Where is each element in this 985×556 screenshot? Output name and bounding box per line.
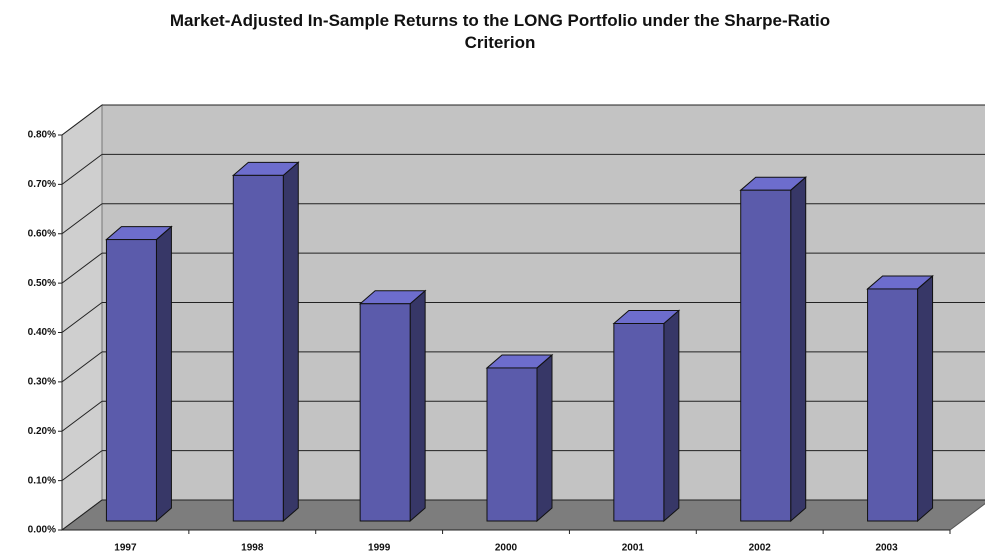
grid-line (61, 302, 103, 333)
grid-line (61, 400, 103, 432)
y-tick-label: 0.40% (28, 327, 56, 338)
x-tick-label: 2002 (749, 543, 772, 554)
y-tick-label: 0.80% (28, 130, 56, 141)
bar (232, 174, 284, 522)
x-tick-label: 1999 (368, 543, 391, 554)
grid-line (61, 450, 103, 482)
bar (105, 239, 157, 522)
title-line: Criterion (465, 33, 536, 52)
y-tick-label: 0.60% (28, 228, 56, 239)
bar-side (282, 161, 299, 523)
bar (486, 367, 538, 522)
x-tick-label: 2001 (622, 543, 645, 554)
bar (359, 303, 411, 522)
x-tick-label: 2000 (495, 543, 518, 554)
bar-side (536, 353, 553, 523)
y-tick-label: 0.00% (28, 525, 56, 536)
x-tick-label: 1997 (114, 543, 137, 554)
bar-side (155, 225, 172, 523)
y-tick-label: 0.10% (28, 475, 56, 486)
title-line: Market-Adjusted In-Sample Returns to the… (170, 11, 830, 30)
bar-side (663, 309, 680, 523)
bar-side (917, 274, 934, 523)
bar-side (409, 289, 426, 523)
grid-line (61, 203, 103, 235)
chart-title: Market-Adjusted In-Sample Returns to the… (170, 11, 830, 52)
bar (740, 189, 792, 522)
grid-line (61, 499, 103, 531)
grid-line (61, 153, 103, 185)
x-tick-label: 2003 (875, 543, 898, 554)
bar (613, 323, 665, 522)
bar-side (790, 176, 807, 523)
bar (867, 288, 919, 522)
x-tick-label: 1998 (241, 543, 264, 554)
y-tick-label: 0.20% (28, 426, 56, 437)
y-tick-label: 0.30% (28, 377, 56, 388)
grid-line (61, 252, 103, 284)
y-tick-label: 0.70% (28, 179, 56, 190)
grid-line (61, 104, 103, 136)
grid-line (61, 351, 103, 383)
y-tick-label: 0.50% (28, 278, 56, 289)
